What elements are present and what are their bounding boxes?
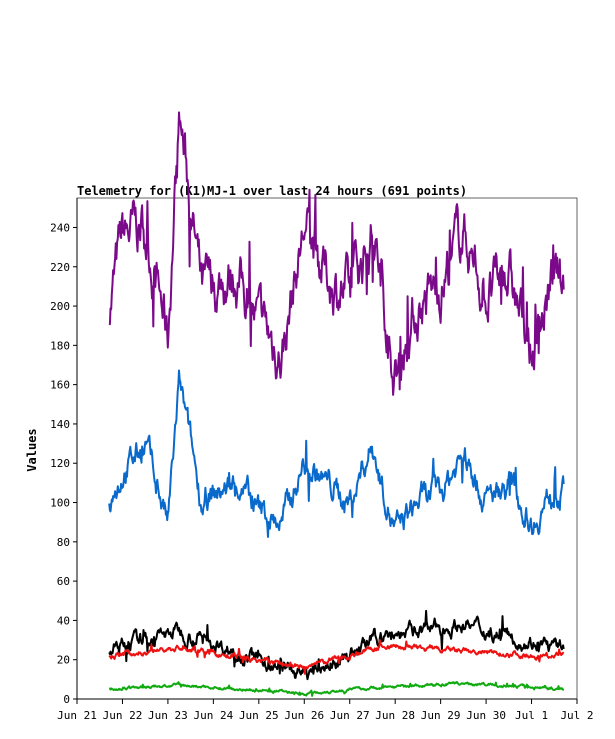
y-tick-label: 60 <box>57 575 70 588</box>
x-tick-label: Jun 30 <box>466 709 506 722</box>
y-tick-label: 240 <box>50 221 70 234</box>
y-tick-label: 100 <box>50 497 70 510</box>
x-tick-label: Jul 1 <box>515 709 548 722</box>
y-tick-label: 180 <box>50 339 70 352</box>
y-tick-label: 0 <box>63 693 70 706</box>
y-tick-label: 20 <box>57 654 70 667</box>
series-line-2 <box>108 369 565 538</box>
x-tick-label: Jun 26 <box>284 709 324 722</box>
chart-title: Telemetry for (K1)MJ-1 over last 24 hour… <box>77 184 467 198</box>
series-line-5 <box>108 681 565 697</box>
y-axis-label: Values <box>25 428 39 471</box>
series-layer <box>108 111 565 697</box>
y-tick-label: 160 <box>50 379 70 392</box>
x-tick-label: Jun 27 <box>330 709 370 722</box>
y-tick-label: 220 <box>50 261 70 274</box>
series-line-1 <box>108 111 565 396</box>
y-tick-label: 80 <box>57 536 70 549</box>
x-tick-label: Jul 2 <box>560 709 593 722</box>
series-line-4 <box>108 639 565 675</box>
series-line-3 <box>108 609 565 681</box>
x-tick-label: Jun 24 <box>193 709 233 722</box>
y-tick-label: 40 <box>57 614 70 627</box>
y-axis: 0 20 40 60 80 100 120 140 160 180 200 220 240 <box>50 198 78 706</box>
x-axis: Jun 21 Jun 22 Jun 23 Jun 24 Jun 25 Jun 26 Jun … <box>57 698 594 722</box>
x-tick-label: Jun 22 <box>103 709 143 722</box>
x-tick-label: Jun 25 <box>239 709 279 722</box>
x-tick-label: Jun 28 <box>375 709 415 722</box>
x-tick-label: Jun 23 <box>148 709 188 722</box>
y-tick-label: 120 <box>50 457 70 470</box>
x-tick-label: Jun 21 <box>57 709 97 722</box>
x-tick-label: Jun 29 <box>421 709 461 722</box>
y-tick-label: 200 <box>50 300 70 313</box>
y-tick-label: 140 <box>50 418 70 431</box>
